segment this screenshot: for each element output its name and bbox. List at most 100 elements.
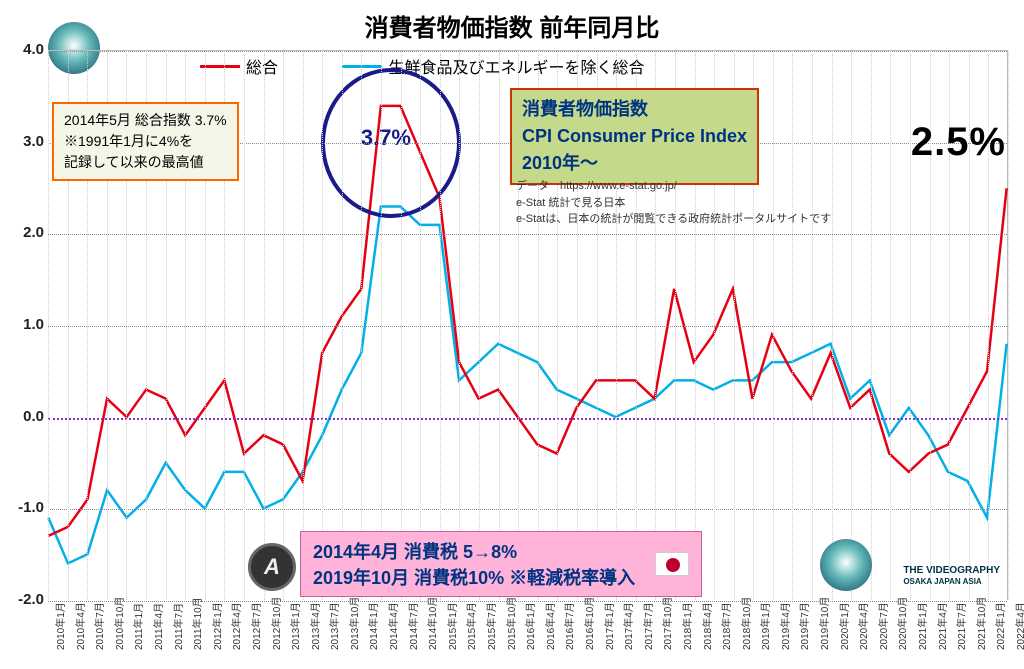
- stamp-logo: A: [248, 543, 296, 591]
- gridline-v: [264, 51, 265, 600]
- xtick-label: 2021年10月: [973, 597, 988, 650]
- annot-line: ※1991年1月に4%を: [64, 131, 227, 152]
- logo-bottom-right-text: THE VIDEOGRAPHY OSAKA JAPAN ASIA: [903, 565, 1000, 587]
- pink-annotation-box: 2014年4月 消費税 5→8%2019年10月 消費税10% ※軽減税率導入: [300, 531, 702, 597]
- xtick-label: 2014年10月: [424, 597, 439, 650]
- gridline-v: [283, 51, 284, 600]
- gridline-v: [303, 51, 304, 600]
- gridline-v: [479, 51, 480, 600]
- xtick-label: 2015年7月: [483, 602, 498, 650]
- source-line: データ https://www.e-stat.go.jp/: [516, 178, 831, 195]
- annot-line: CPI Consumer Price Index: [522, 123, 747, 150]
- logo-bottom-right-icon: [820, 539, 872, 591]
- gridline-v: [322, 51, 323, 600]
- xtick-label: 2011年4月: [150, 603, 165, 650]
- annot-line: 2014年5月 総合指数 3.7%: [64, 110, 227, 131]
- gridline-v: [832, 51, 833, 600]
- xtick-label: 2016年10月: [581, 597, 596, 650]
- xtick-label: 2019年4月: [777, 602, 792, 650]
- xtick-label: 2022年4月: [1012, 602, 1024, 650]
- gridline-v: [871, 51, 872, 600]
- xtick-label: 2011年1月: [130, 603, 145, 650]
- xtick-label: 2014年1月: [365, 602, 380, 650]
- gridline-h: [48, 234, 1007, 235]
- xtick-label: 2020年10月: [894, 597, 909, 650]
- xtick-label: 2016年1月: [522, 602, 537, 650]
- xtick-label: 2013年1月: [287, 602, 302, 650]
- xtick-label: 2021年7月: [953, 602, 968, 650]
- gridline-v: [851, 51, 852, 600]
- gridline-v: [342, 51, 343, 600]
- xtick-label: 2022年1月: [992, 602, 1007, 650]
- xtick-label: 2016年7月: [561, 602, 576, 650]
- xtick-label: 2012年7月: [248, 602, 263, 650]
- annotation-box-left: 2014年5月 総合指数 3.7%※1991年1月に4%を記録して以来の最高値: [52, 102, 239, 181]
- gridline-v: [459, 51, 460, 600]
- xtick-label: 2019年7月: [796, 602, 811, 650]
- gridline-v: [1008, 51, 1009, 600]
- gridline-h: [48, 418, 1007, 420]
- ytick-label: 1.0: [16, 316, 44, 333]
- pink-text: 2014年4月 消費税 5→8%2019年10月 消費税10% ※軽減税率導入: [313, 538, 635, 590]
- peak-annotation-label: 3.7%: [361, 125, 411, 151]
- annotation-box-title: 消費者物価指数CPI Consumer Price Index2010年～: [510, 88, 759, 185]
- xtick-label: 2014年7月: [405, 602, 420, 650]
- xtick-label: 2020年1月: [836, 602, 851, 650]
- gridline-v: [381, 51, 382, 600]
- gridline-v: [499, 51, 500, 600]
- data-source-text: データ https://www.e-stat.go.jp/e-Stat 統計で見…: [516, 178, 831, 228]
- xtick-label: 2010年4月: [72, 602, 87, 650]
- xtick-label: 2010年7月: [91, 602, 106, 650]
- xtick-label: 2016年4月: [542, 602, 557, 650]
- xtick-label: 2020年7月: [875, 602, 890, 650]
- xtick-label: 2019年1月: [757, 602, 772, 650]
- chart-title: 消費者物価指数 前年同月比: [0, 8, 1024, 43]
- gridline-h: [48, 509, 1007, 510]
- gridline-v: [401, 51, 402, 600]
- ytick-label: 3.0: [16, 133, 44, 150]
- xtick-label: 2017年4月: [620, 602, 635, 650]
- annot-line: 記録して以来の最高値: [64, 152, 227, 173]
- xtick-label: 2019年10月: [816, 597, 831, 650]
- xtick-label: 2018年10月: [738, 597, 753, 650]
- gridline-v: [812, 51, 813, 600]
- xtick-label: 2012年4月: [228, 602, 243, 650]
- xtick-label: 2011年10月: [189, 597, 204, 650]
- gridline-v: [48, 51, 49, 600]
- xtick-label: 2011年7月: [170, 603, 185, 650]
- gridline-v: [773, 51, 774, 600]
- xtick-label: 2015年1月: [444, 602, 459, 650]
- gridline-v: [792, 51, 793, 600]
- xtick-label: 2018年1月: [679, 602, 694, 650]
- xtick-label: 2021年4月: [934, 602, 949, 650]
- xtick-label: 2017年10月: [659, 597, 674, 650]
- gridline-v: [420, 51, 421, 600]
- xtick-label: 2018年7月: [718, 602, 733, 650]
- gridline-v: [361, 51, 362, 600]
- japan-flag-icon: [655, 552, 689, 576]
- xtick-label: 2012年1月: [209, 602, 224, 650]
- gridline-h: [48, 51, 1007, 52]
- source-line: e-Statは、日本の統計が閲覧できる政府統計ポータルサイトです: [516, 211, 831, 228]
- xtick-label: 2013年4月: [307, 602, 322, 650]
- xtick-label: 2014年4月: [385, 602, 400, 650]
- xtick-label: 2010年10月: [111, 597, 126, 650]
- xtick-label: 2021年1月: [914, 602, 929, 650]
- xtick-label: 2010年1月: [52, 602, 67, 650]
- xtick-label: 2013年10月: [346, 597, 361, 650]
- ytick-label: 4.0: [16, 41, 44, 58]
- chart-container: 消費者物価指数 前年同月比 総合 生鮮食品及びエネルギーを除く総合 3.7% 2…: [0, 0, 1024, 669]
- xtick-label: 2015年4月: [463, 602, 478, 650]
- gridline-h: [48, 326, 1007, 327]
- xtick-label: 2015年10月: [503, 597, 518, 650]
- ytick-label: 2.0: [16, 224, 44, 241]
- xtick-label: 2020年4月: [855, 602, 870, 650]
- xtick-label: 2017年7月: [640, 602, 655, 650]
- xtick-label: 2013年7月: [326, 602, 341, 650]
- annot-line: 2010年～: [522, 150, 747, 177]
- annot-line: 消費者物価指数: [522, 96, 747, 123]
- gridline-v: [244, 51, 245, 600]
- logo-br-sub: OSAKA JAPAN ASIA: [903, 577, 981, 586]
- xtick-label: 2012年10月: [268, 597, 283, 650]
- ytick-label: 0.0: [16, 408, 44, 425]
